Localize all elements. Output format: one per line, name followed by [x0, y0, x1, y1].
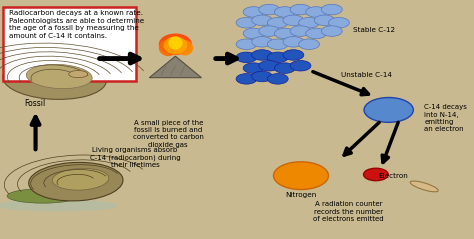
Circle shape — [259, 4, 280, 15]
Circle shape — [306, 28, 327, 39]
Polygon shape — [149, 56, 201, 78]
Text: C-14 decays
into N-14,
emitting
an electron: C-14 decays into N-14, emitting an elect… — [424, 104, 467, 132]
Circle shape — [274, 28, 295, 39]
Circle shape — [274, 7, 295, 17]
Circle shape — [321, 26, 342, 36]
Circle shape — [252, 37, 273, 47]
Circle shape — [299, 17, 319, 28]
Circle shape — [252, 15, 273, 26]
Ellipse shape — [0, 200, 118, 212]
Text: A radiation counter
records the number
of electrons emitted: A radiation counter records the number o… — [313, 201, 383, 222]
Circle shape — [243, 7, 264, 17]
Text: A small piece of the
fossil is burned and
converted to carbon
dioxide gas: A small piece of the fossil is burned an… — [133, 120, 204, 148]
Circle shape — [252, 50, 273, 60]
Text: Fossil: Fossil — [25, 99, 46, 109]
Circle shape — [328, 17, 349, 28]
Ellipse shape — [159, 39, 178, 56]
Text: Electron: Electron — [378, 173, 408, 179]
Circle shape — [321, 4, 342, 15]
Text: Radiocarbon decays at a known rate.
Paleontologists are able to determine
the ag: Radiocarbon decays at a known rate. Pale… — [9, 10, 145, 39]
Circle shape — [290, 4, 311, 15]
Circle shape — [283, 15, 304, 26]
Ellipse shape — [164, 37, 187, 54]
Circle shape — [267, 74, 288, 84]
Circle shape — [236, 39, 257, 49]
Ellipse shape — [7, 189, 78, 203]
Circle shape — [273, 162, 328, 190]
Ellipse shape — [410, 181, 438, 192]
Circle shape — [306, 7, 327, 17]
Circle shape — [259, 60, 280, 71]
Circle shape — [364, 168, 388, 181]
Text: Unstable C-14: Unstable C-14 — [341, 72, 392, 78]
Circle shape — [236, 74, 257, 84]
Circle shape — [283, 37, 304, 47]
Ellipse shape — [29, 162, 123, 201]
Circle shape — [259, 26, 280, 36]
Circle shape — [243, 63, 264, 73]
Circle shape — [236, 52, 257, 63]
Text: Nitrogen: Nitrogen — [285, 192, 317, 198]
Circle shape — [283, 50, 304, 60]
Circle shape — [290, 60, 311, 71]
Text: Stable C-12: Stable C-12 — [353, 27, 395, 33]
Circle shape — [243, 28, 264, 39]
Text: Living organisms absorb
C-14 (radiocarbon) during
their lifetimes: Living organisms absorb C-14 (radiocarbo… — [90, 147, 181, 168]
Circle shape — [252, 71, 273, 82]
Ellipse shape — [3, 58, 106, 99]
Circle shape — [364, 98, 413, 122]
FancyBboxPatch shape — [3, 7, 136, 81]
Circle shape — [290, 26, 311, 36]
Circle shape — [314, 15, 335, 26]
Ellipse shape — [159, 33, 192, 55]
Ellipse shape — [52, 168, 109, 190]
Ellipse shape — [69, 71, 88, 78]
Ellipse shape — [168, 37, 182, 50]
Circle shape — [274, 63, 295, 73]
Ellipse shape — [176, 40, 193, 56]
Circle shape — [236, 17, 257, 28]
Circle shape — [267, 39, 288, 49]
Ellipse shape — [27, 64, 92, 89]
Circle shape — [267, 52, 288, 63]
Circle shape — [267, 17, 288, 28]
Circle shape — [299, 39, 319, 49]
